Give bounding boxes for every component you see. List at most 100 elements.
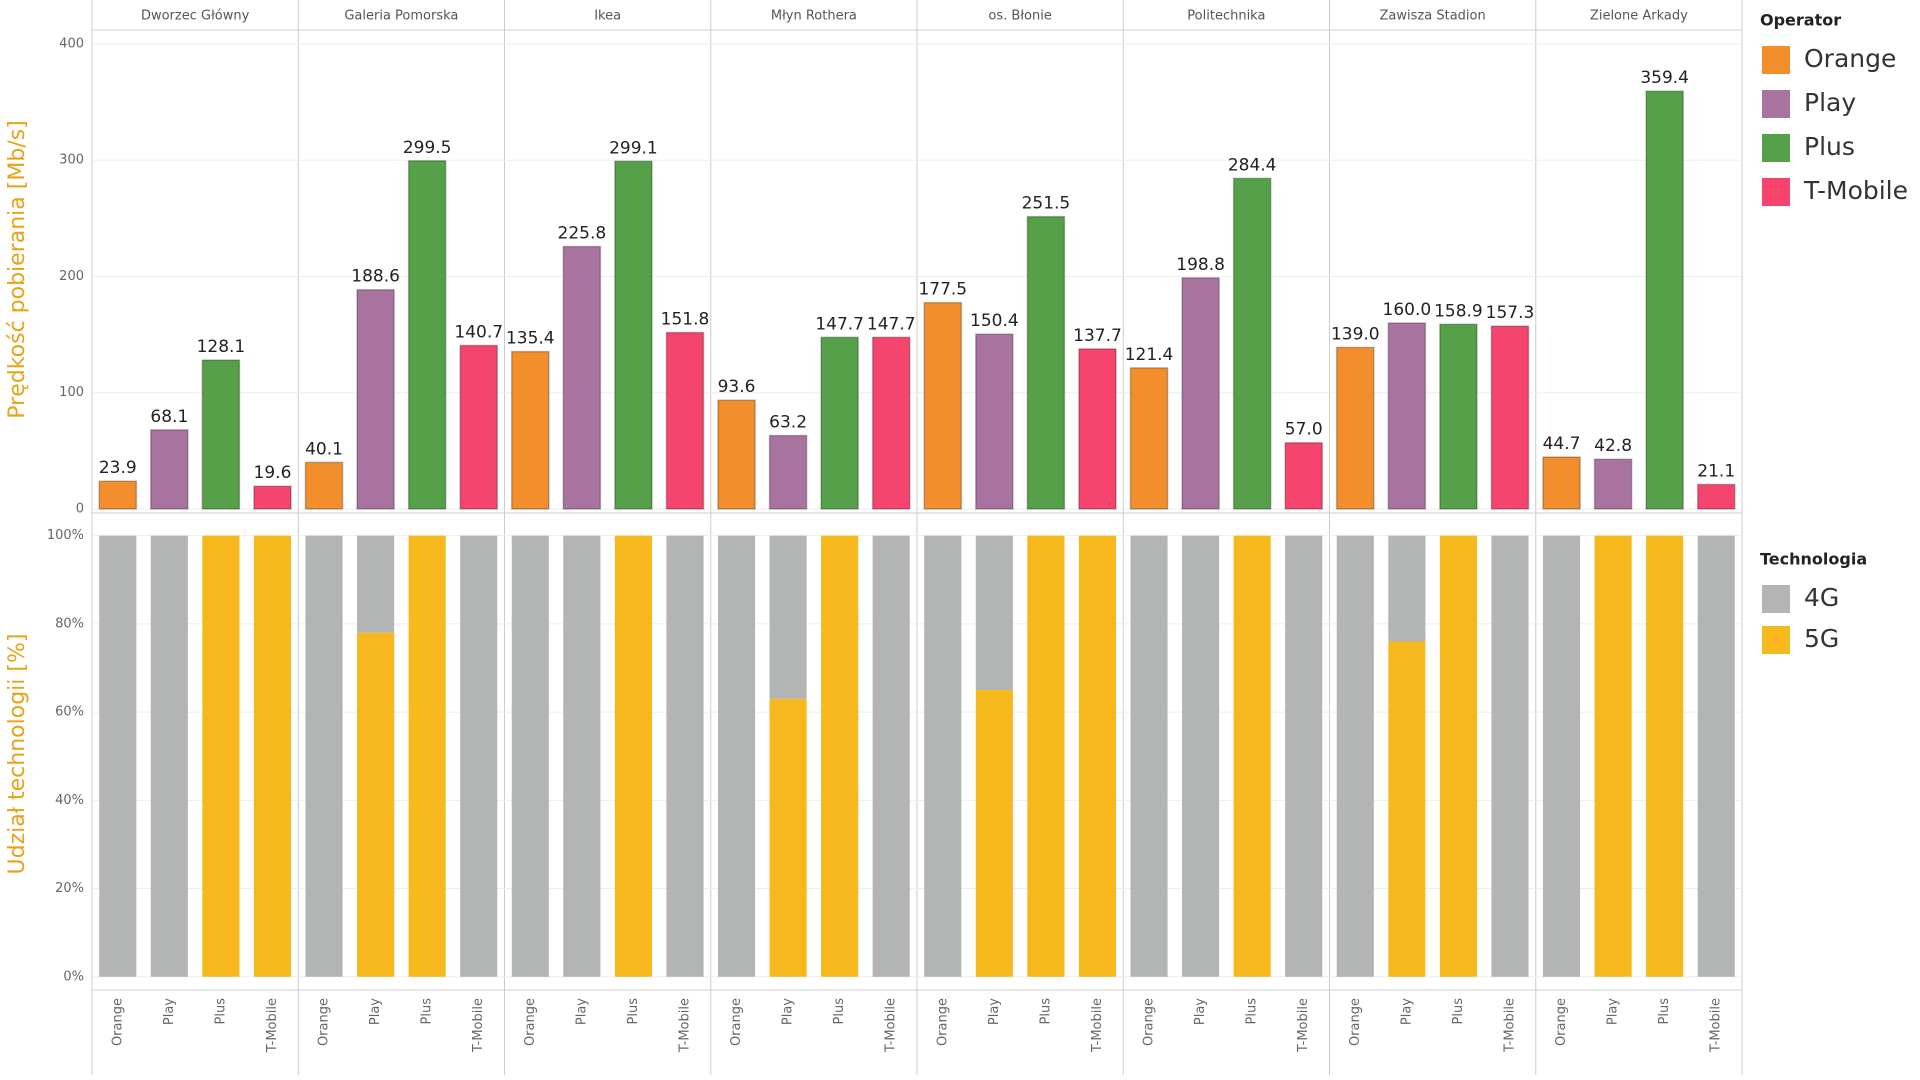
x-tick-label: Plus bbox=[213, 998, 228, 1025]
bar bbox=[1232, 177, 1272, 510]
y-tick-label: 300 bbox=[59, 153, 84, 168]
legend-entry: Plus bbox=[1804, 132, 1855, 161]
x-tick-label: T-Mobile bbox=[1502, 998, 1517, 1053]
x-tick-label: Orange bbox=[935, 998, 950, 1046]
x-tick-label: Play bbox=[162, 998, 177, 1025]
value-label: 158.9 bbox=[1434, 301, 1483, 321]
y-tick-label: 400 bbox=[59, 36, 84, 51]
value-label: 121.4 bbox=[1125, 345, 1174, 365]
bar bbox=[1129, 367, 1169, 510]
bar bbox=[1078, 348, 1117, 510]
value-label: 147.7 bbox=[867, 314, 916, 334]
y-tick-label: 20% bbox=[55, 881, 84, 896]
bar bbox=[1696, 483, 1736, 510]
x-tick-label: Orange bbox=[523, 998, 538, 1046]
bar bbox=[665, 331, 705, 510]
stacked-segment bbox=[1646, 535, 1684, 977]
legend-swatch bbox=[1762, 626, 1790, 654]
bar bbox=[1439, 323, 1478, 510]
value-label: 299.1 bbox=[609, 138, 658, 158]
x-tick-label: Play bbox=[781, 998, 796, 1025]
x-tick-label: Play bbox=[1193, 998, 1208, 1025]
value-label: 160.0 bbox=[1383, 300, 1432, 320]
x-tick-label: Play bbox=[574, 998, 589, 1025]
stacked-segment bbox=[1388, 641, 1426, 977]
x-tick-label: T-Mobile bbox=[677, 998, 692, 1053]
bar bbox=[253, 485, 292, 510]
facet-header: os. Błonie bbox=[988, 9, 1051, 24]
value-label: 177.5 bbox=[918, 280, 967, 300]
legend-entry: 4G bbox=[1804, 583, 1839, 612]
value-label: 57.0 bbox=[1285, 420, 1323, 440]
x-tick-label: Orange bbox=[110, 998, 125, 1046]
stacked-segment bbox=[821, 535, 859, 977]
value-label: 128.1 bbox=[197, 337, 246, 357]
value-label: 40.1 bbox=[305, 439, 343, 459]
x-tick-label: Plus bbox=[420, 998, 435, 1025]
facet-header: Galeria Pomorska bbox=[344, 9, 458, 24]
bar bbox=[975, 333, 1014, 510]
bar bbox=[923, 301, 963, 510]
bar bbox=[768, 434, 808, 510]
facet-header: Młyn Rothera bbox=[771, 9, 857, 24]
bar bbox=[820, 336, 859, 510]
x-tick-label: Plus bbox=[1451, 998, 1466, 1025]
stacked-segment bbox=[1130, 535, 1168, 977]
stacked-segment bbox=[150, 535, 188, 977]
stacked-segment bbox=[99, 535, 137, 977]
value-label: 188.6 bbox=[351, 267, 400, 287]
x-tick-label: Plus bbox=[1245, 998, 1260, 1025]
y-axis-label: Udział technologii [%] bbox=[5, 634, 30, 875]
legend-entry: Play bbox=[1804, 88, 1856, 117]
legend-entry: 5G bbox=[1804, 624, 1839, 653]
stacked-segment bbox=[305, 535, 343, 977]
x-tick-label: Plus bbox=[832, 998, 847, 1025]
x-tick-label: Orange bbox=[729, 998, 744, 1046]
stacked-segment bbox=[357, 632, 395, 977]
stacked-segment bbox=[614, 535, 652, 977]
stacked-segment bbox=[872, 535, 910, 977]
bar bbox=[1026, 215, 1066, 510]
y-tick-label: 40% bbox=[55, 793, 84, 808]
bar bbox=[1542, 456, 1581, 510]
stacked-segment bbox=[924, 535, 962, 977]
bar bbox=[717, 399, 756, 510]
legend-title: Technologia bbox=[1760, 550, 1867, 569]
value-label: 137.7 bbox=[1073, 326, 1122, 346]
y-tick-label: 80% bbox=[55, 616, 84, 631]
stacked-segment bbox=[1285, 535, 1323, 977]
facet-header: Dworzec Główny bbox=[141, 9, 250, 24]
bar bbox=[459, 344, 499, 510]
x-tick-label: T-Mobile bbox=[1090, 998, 1105, 1053]
value-label: 225.8 bbox=[558, 223, 607, 243]
value-label: 44.7 bbox=[1543, 434, 1581, 454]
bar bbox=[150, 429, 189, 510]
facet-header: Ikea bbox=[594, 9, 621, 24]
y-tick-label: 0 bbox=[76, 502, 84, 517]
legend-entry: Orange bbox=[1804, 44, 1896, 73]
bar bbox=[871, 336, 911, 510]
stacked-segment bbox=[563, 535, 601, 977]
value-label: 42.8 bbox=[1594, 436, 1632, 456]
bar bbox=[1645, 90, 1684, 510]
stacked-segment bbox=[460, 535, 498, 977]
stacked-segment bbox=[357, 535, 395, 633]
value-label: 135.4 bbox=[506, 329, 555, 349]
stacked-segment bbox=[1078, 535, 1117, 977]
y-tick-label: 100 bbox=[59, 385, 84, 400]
x-tick-label: Play bbox=[987, 998, 1002, 1025]
value-label: 198.8 bbox=[1176, 255, 1225, 275]
y-tick-label: 200 bbox=[59, 269, 84, 284]
facet-header: Zielone Arkady bbox=[1590, 9, 1688, 24]
value-label: 139.0 bbox=[1331, 324, 1380, 344]
stacked-segment bbox=[202, 535, 240, 977]
legend-swatch bbox=[1762, 90, 1790, 118]
x-tick-label: Plus bbox=[1038, 998, 1053, 1025]
value-label: 299.5 bbox=[403, 138, 452, 158]
value-label: 151.8 bbox=[661, 310, 710, 330]
facet-header: Zawisza Stadion bbox=[1380, 9, 1486, 24]
bar bbox=[1593, 458, 1633, 510]
bar bbox=[510, 350, 550, 510]
